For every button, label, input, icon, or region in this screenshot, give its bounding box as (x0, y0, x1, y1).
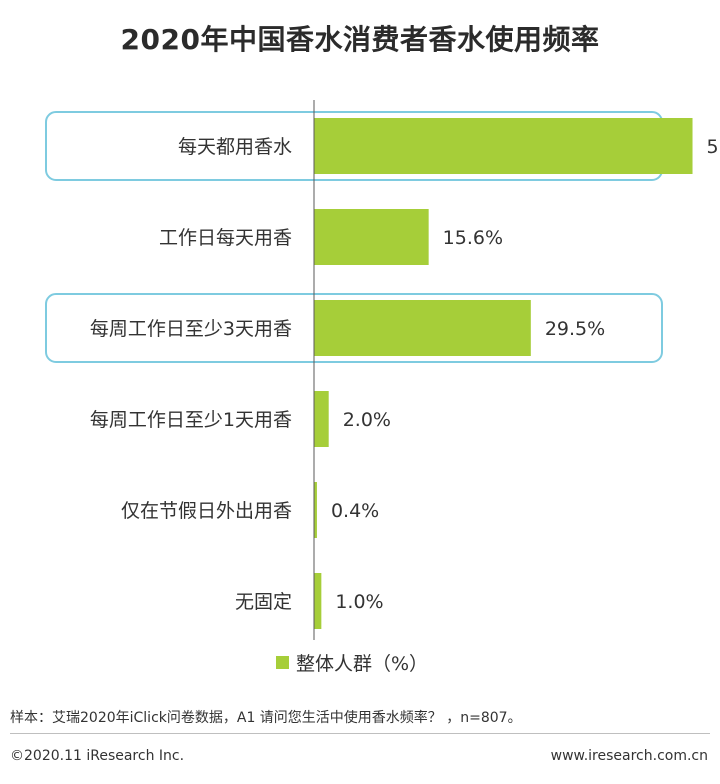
legend-label: 整体人群（%） (296, 653, 428, 675)
category-label: 仅在节假日外出用香 (121, 500, 292, 522)
category-label: 每周工作日至少3天用香 (90, 318, 292, 340)
website-link[interactable]: www.iresearch.com.cn (550, 748, 708, 764)
footer-divider (10, 733, 710, 734)
sample-note: 样本：艾瑞2020年iClick问卷数据，A1 请问您生活中使用香水频率？ ，n… (10, 710, 522, 726)
chart-title: 2020年中国香水消费者香水使用频率 (120, 23, 600, 56)
bar (314, 482, 317, 538)
value-label: 2.0% (343, 409, 391, 431)
legend-swatch (276, 656, 289, 669)
value-label: 1.0% (335, 591, 383, 613)
bar (314, 573, 322, 629)
category-label: 每周工作日至少1天用香 (90, 409, 292, 431)
bar-chart: 每天都用香水 51.5% 工作日每天用香 15.6% 每周工作日至少3天用香 29.5% 每… (45, 100, 720, 675)
bar (314, 209, 429, 265)
value-label: 15.6% (443, 227, 503, 249)
category-label: 工作日每天用香 (159, 227, 292, 249)
category-label: 无固定 (235, 591, 292, 613)
value-label: 51.5% (707, 136, 720, 158)
category-label: 每天都用香水 (178, 136, 292, 158)
value-label: 0.4% (331, 500, 379, 522)
bar (314, 118, 693, 174)
bar (314, 391, 329, 447)
bar (314, 300, 531, 356)
value-label: 29.5% (545, 318, 605, 340)
highlight-frame (45, 293, 663, 363)
copyright-text: ©2020.11 iResearch Inc. (10, 748, 185, 764)
